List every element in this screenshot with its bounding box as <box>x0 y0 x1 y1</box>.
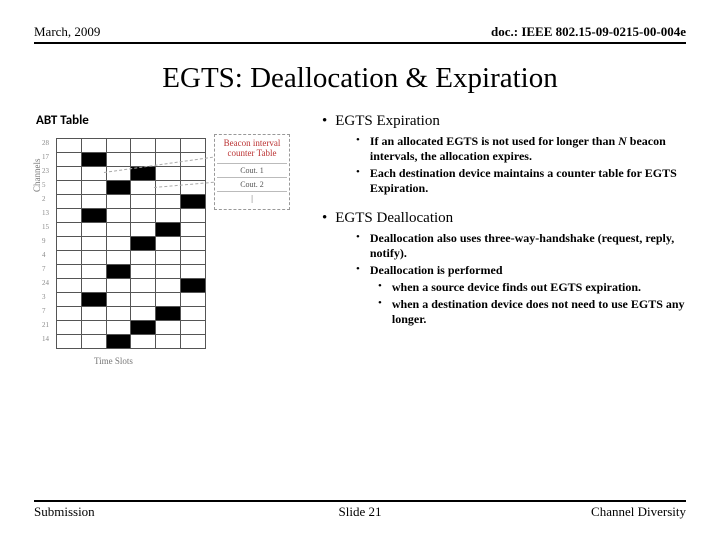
content-area: ABT Table 28 17 23 5 2 13 15 9 4 7 24 3 … <box>34 113 686 382</box>
footer-right: Channel Diversity <box>591 504 686 520</box>
abt-table-label: ABT Table <box>36 113 304 128</box>
counter-row: Cout. 1 <box>217 163 287 177</box>
slide-title: EGTS: Deallocation & Expiration <box>34 62 686 95</box>
slide-number: Slide 21 <box>339 504 382 520</box>
y-axis-label: Channels <box>32 159 42 193</box>
slide-header: March, 2009 doc.: IEEE 802.15-09-0215-00… <box>34 24 686 44</box>
bullet-item: •If an allocated EGTS is not used for lo… <box>356 134 686 164</box>
sub-bullet-item: •when a source device finds out EGTS exp… <box>378 280 686 295</box>
counter-table-box: Beacon interval counter Table Cout. 1 Co… <box>214 134 290 210</box>
section-heading: •EGTS Deallocation <box>322 210 686 227</box>
y-tick-labels: 28 17 23 5 2 13 15 9 4 7 24 3 7 21 14 <box>42 136 49 346</box>
diagram-column: ABT Table 28 17 23 5 2 13 15 9 4 7 24 3 … <box>34 113 314 382</box>
x-axis-label: Time Slots <box>94 356 133 366</box>
header-doc: doc.: IEEE 802.15-09-0215-00-004e <box>491 24 686 40</box>
section-heading: •EGTS Expiration <box>322 113 686 130</box>
bullet-item: •Each destination device maintains a cou… <box>356 166 686 196</box>
bullet-item: •Deallocation is performed <box>356 263 686 278</box>
text-column: •EGTS Expiration •If an allocated EGTS is… <box>314 113 686 382</box>
abt-grid <box>56 138 206 348</box>
counter-table-title: Beacon interval counter Table <box>217 139 287 159</box>
counter-row: | <box>217 191 287 205</box>
abt-diagram: 28 17 23 5 2 13 15 9 4 7 24 3 7 21 14 Ch… <box>34 132 294 382</box>
sub-bullet-item: •when a destination device does not need… <box>378 297 686 327</box>
footer-left: Submission <box>34 504 95 520</box>
counter-row: Cout. 2 <box>217 177 287 191</box>
bullet-item: •Deallocation also uses three-way-handsh… <box>356 231 686 261</box>
header-date: March, 2009 <box>34 24 100 40</box>
